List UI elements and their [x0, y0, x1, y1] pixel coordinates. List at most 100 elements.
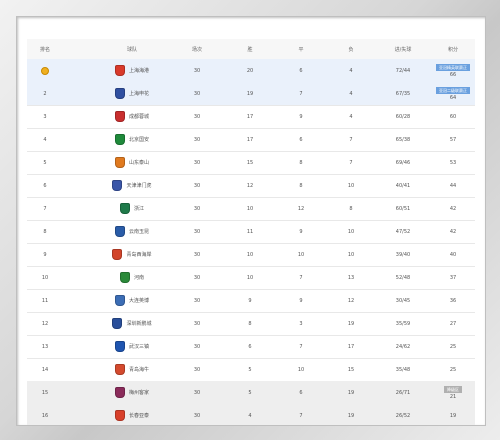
draw-cell: 9	[299, 113, 303, 120]
loss-cell: 4	[349, 67, 353, 74]
table-row[interactable]: 16 长春亚泰 30 4 7 19 26/52 19	[27, 404, 475, 425]
played-cell: 30	[193, 228, 201, 235]
played-cell: 30	[193, 159, 201, 166]
draw-cell: 12	[297, 205, 305, 212]
points-cell: 37	[431, 266, 475, 289]
draw-cell: 8	[299, 159, 303, 166]
table-row[interactable]: 9 青岛西海岸 30 10 10 10 39/40 40	[27, 243, 475, 267]
team-cell[interactable]: 青岛西海岸	[67, 243, 197, 266]
team-cell[interactable]: 大连英博	[67, 289, 197, 312]
qualification-badge: 亚冠二级联赛正	[436, 86, 470, 94]
loss-cell: 10	[347, 228, 355, 235]
win-cell: 5	[248, 366, 252, 373]
loss-cell: 7	[349, 159, 353, 166]
win-cell: 4	[248, 412, 252, 419]
played-cell: 30	[193, 251, 201, 258]
team-cell[interactable]: 天津津门虎	[67, 174, 197, 197]
played-cell: 30	[193, 182, 201, 189]
team-cell[interactable]: 上海申花	[67, 82, 197, 105]
team-crest-icon	[114, 295, 125, 306]
points-cell: 42	[431, 197, 475, 220]
team-name: 武汉三镇	[128, 344, 149, 350]
team-name: 长春亚泰	[128, 413, 149, 419]
played-cell: 30	[193, 412, 201, 419]
goals-cell: 60/28	[395, 113, 411, 120]
table-row[interactable]: 上海海港 30 20 6 4 72/44 亚冠精英联赛正 66	[27, 59, 475, 83]
header-points: 积分	[447, 46, 458, 53]
team-crest-icon	[114, 65, 125, 76]
table-row[interactable]: 2 上海申花 30 19 7 4 67/35 亚冠二级联赛正 64	[27, 82, 475, 106]
points-value: 36	[449, 297, 457, 304]
team-cell[interactable]: 云南玉昆	[67, 220, 197, 243]
team-cell[interactable]: 山东泰山	[67, 151, 197, 174]
table-row[interactable]: 4 北京国安 30 17 6 7 65/38 57	[27, 128, 475, 152]
points-value: 64	[449, 94, 457, 101]
table-row[interactable]: 12 深圳新鹏城 30 8 3 19 35/59 27	[27, 312, 475, 336]
table-row[interactable]: 15 梅州客家 30 5 6 19 26/71 降级区 21	[27, 381, 475, 405]
screenshot-area: 排名 球队 场次 胜 平 负 进/失球 积分 上海海港 30 20 6 4 72/44 亚冠…	[16, 16, 486, 426]
table-row[interactable]: 6 天津津门虎 30 12 8 10 40/41 44	[27, 174, 475, 198]
points-cell: 25	[431, 358, 475, 381]
goals-cell: 35/48	[395, 366, 411, 373]
team-cell[interactable]: 武汉三镇	[67, 335, 197, 358]
team-cell[interactable]: 浙江	[67, 197, 197, 220]
team-crest-icon	[119, 203, 130, 214]
team-cell[interactable]: 长春亚泰	[67, 404, 197, 425]
draw-cell: 7	[299, 412, 303, 419]
table-row[interactable]: 11 大连英博 30 9 9 12 30/45 36	[27, 289, 475, 313]
team-crest-icon	[114, 387, 125, 398]
points-cell: 40	[431, 243, 475, 266]
team-crest-icon	[114, 226, 125, 237]
team-cell[interactable]: 青岛海牛	[67, 358, 197, 381]
win-cell: 10	[246, 251, 254, 258]
played-cell: 30	[193, 343, 201, 350]
header-loss: 负	[348, 46, 354, 53]
points-cell: 53	[431, 151, 475, 174]
win-cell: 5	[248, 389, 252, 396]
points-cell: 44	[431, 174, 475, 197]
loss-cell: 12	[347, 297, 355, 304]
team-cell[interactable]: 成都蓉城	[67, 105, 197, 128]
rank-cell: 16	[41, 412, 49, 419]
win-cell: 12	[246, 182, 254, 189]
goals-cell: 26/52	[395, 412, 411, 419]
win-cell: 6	[248, 343, 252, 350]
qualification-badge: 降级区	[444, 385, 462, 393]
table-row[interactable]: 8 云南玉昆 30 11 9 10 47/52 42	[27, 220, 475, 244]
points-value: 40	[449, 251, 457, 258]
points-value: 57	[449, 136, 457, 143]
header-goals: 进/失球	[394, 46, 412, 53]
rank-cell: 7	[43, 205, 47, 212]
points-cell: 亚冠精英联赛正 66	[431, 59, 475, 82]
played-cell: 30	[193, 389, 201, 396]
team-name: 青岛西海岸	[126, 252, 152, 258]
header-team: 球队	[126, 46, 137, 53]
table-row[interactable]: 7 浙江 30 10 12 8 60/51 42	[27, 197, 475, 221]
table-row[interactable]: 5 山东泰山 30 15 8 7 69/46 53	[27, 151, 475, 175]
rank-cell: 9	[43, 251, 47, 258]
loss-cell: 7	[349, 136, 353, 143]
points-cell: 36	[431, 289, 475, 312]
played-cell: 30	[193, 113, 201, 120]
loss-cell: 4	[349, 113, 353, 120]
rank-cell: 12	[41, 320, 49, 327]
points-value: 25	[449, 366, 457, 373]
team-name: 浙江	[133, 206, 144, 212]
team-cell[interactable]: 北京国安	[67, 128, 197, 151]
table-row[interactable]: 13 武汉三镇 30 6 7 17 24/62 25	[27, 335, 475, 359]
loss-cell: 8	[349, 205, 353, 212]
team-cell[interactable]: 上海海港	[67, 59, 197, 82]
table-row[interactable]: 10 河南 30 10 7 13 52/48 37	[27, 266, 475, 290]
team-cell[interactable]: 深圳新鹏城	[67, 312, 197, 335]
team-cell[interactable]: 河南	[67, 266, 197, 289]
loss-cell: 15	[347, 366, 355, 373]
win-cell: 8	[248, 320, 252, 327]
team-cell[interactable]: 梅州客家	[67, 381, 197, 404]
rank-cell: 2	[43, 90, 47, 97]
table-row[interactable]: 3 成都蓉城 30 17 9 4 60/28 60	[27, 105, 475, 129]
table-row[interactable]: 14 青岛海牛 30 5 10 15 35/48 25	[27, 358, 475, 382]
rank-cell: 15	[41, 389, 49, 396]
goals-cell: 60/51	[395, 205, 411, 212]
team-name: 上海申花	[128, 91, 149, 97]
